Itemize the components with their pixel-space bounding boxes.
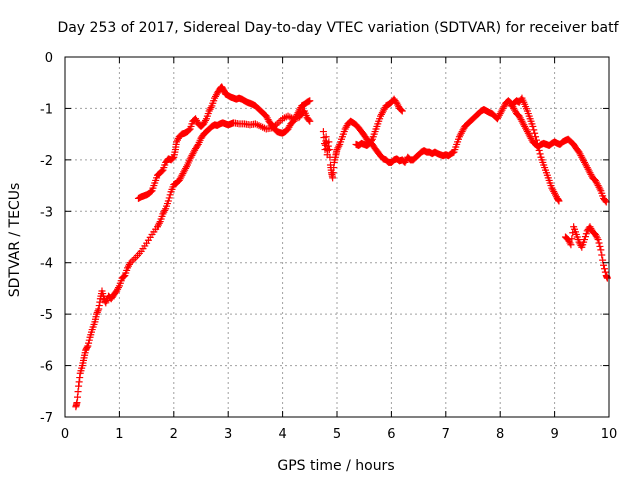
data-point xyxy=(397,106,405,114)
x-tick-label: 3 xyxy=(224,427,232,442)
data-point xyxy=(367,137,375,145)
data-points xyxy=(72,83,611,411)
data-point xyxy=(532,133,540,141)
data-point xyxy=(275,118,283,126)
data-point xyxy=(94,307,102,315)
y-tick-label: 0 xyxy=(45,51,53,66)
series-3 xyxy=(319,97,610,206)
series-1 xyxy=(72,107,314,411)
data-point xyxy=(567,241,575,249)
y-tick-label: -3 xyxy=(40,205,53,220)
y-tick-label: -2 xyxy=(40,154,53,169)
data-point xyxy=(532,136,540,144)
x-tick-label: 9 xyxy=(550,427,558,442)
data-point xyxy=(83,343,91,351)
data-point xyxy=(598,251,606,259)
y-tick-label: -6 xyxy=(40,360,53,375)
x-tick-label: 10 xyxy=(601,427,618,442)
data-point xyxy=(596,185,604,193)
data-point xyxy=(130,255,138,263)
data-point xyxy=(603,274,611,282)
data-point xyxy=(182,163,190,171)
data-point xyxy=(398,107,406,115)
data-point xyxy=(601,197,609,205)
data-point xyxy=(594,236,602,244)
data-point xyxy=(202,116,210,124)
data-point xyxy=(566,239,574,247)
data-point xyxy=(93,308,101,316)
data-point xyxy=(599,256,607,264)
data-point xyxy=(93,310,101,318)
data-point xyxy=(206,105,214,113)
x-tick-label: 6 xyxy=(387,427,395,442)
data-point xyxy=(593,234,601,242)
x-tick-label: 0 xyxy=(61,427,69,442)
x-tick-label: 4 xyxy=(278,427,286,442)
data-point xyxy=(322,133,330,141)
y-tick-label: -5 xyxy=(40,308,53,323)
data-point xyxy=(305,116,313,124)
data-point xyxy=(169,154,177,162)
data-point xyxy=(306,117,314,125)
data-point xyxy=(555,197,563,205)
x-tick-label: 5 xyxy=(333,427,341,442)
data-point xyxy=(166,191,174,199)
data-point xyxy=(155,219,163,227)
axis-ticks: 0 1 2 3 4 5 6 7 8 9 10 0 -1 -2 -3 -4 -5 -6 -7 xyxy=(40,51,617,442)
data-point xyxy=(531,129,539,137)
x-tick-label: 2 xyxy=(170,427,178,442)
data-point xyxy=(114,284,122,292)
data-point xyxy=(165,194,173,202)
data-point xyxy=(600,265,608,273)
data-point xyxy=(530,126,538,134)
x-tick-label: 7 xyxy=(442,427,450,442)
data-point xyxy=(335,142,343,150)
chart-title: Day 253 of 2017, Sidereal Day-to-day VTE… xyxy=(57,20,619,36)
data-point xyxy=(535,146,543,154)
data-point xyxy=(533,140,541,148)
data-point xyxy=(595,239,603,247)
x-axis-title: GPS time / hours xyxy=(277,458,394,474)
data-point xyxy=(319,128,327,136)
series-4 xyxy=(352,95,406,149)
data-point xyxy=(601,268,609,276)
y-tick-label: -7 xyxy=(40,411,53,426)
data-point xyxy=(161,206,169,214)
series-2 xyxy=(134,83,314,202)
y-axis-title: SDTVAR / TECUs xyxy=(7,183,23,298)
x-tick-label: 1 xyxy=(115,427,123,442)
data-point xyxy=(160,208,168,216)
data-point xyxy=(306,97,314,105)
series-5 xyxy=(507,94,563,205)
data-point xyxy=(325,146,333,154)
data-point xyxy=(207,104,215,112)
data-point xyxy=(529,122,537,130)
y-tick-label: -1 xyxy=(40,102,53,117)
y-tick-label: -4 xyxy=(40,257,53,272)
series-6 xyxy=(561,223,611,282)
data-point xyxy=(534,143,542,151)
data-point xyxy=(124,262,132,270)
data-point xyxy=(164,197,172,205)
data-point xyxy=(568,235,576,243)
data-point xyxy=(536,150,544,158)
data-point xyxy=(334,144,342,152)
data-point xyxy=(597,246,605,254)
data-point xyxy=(325,138,333,146)
x-tick-label: 8 xyxy=(496,427,504,442)
data-point xyxy=(596,242,604,250)
